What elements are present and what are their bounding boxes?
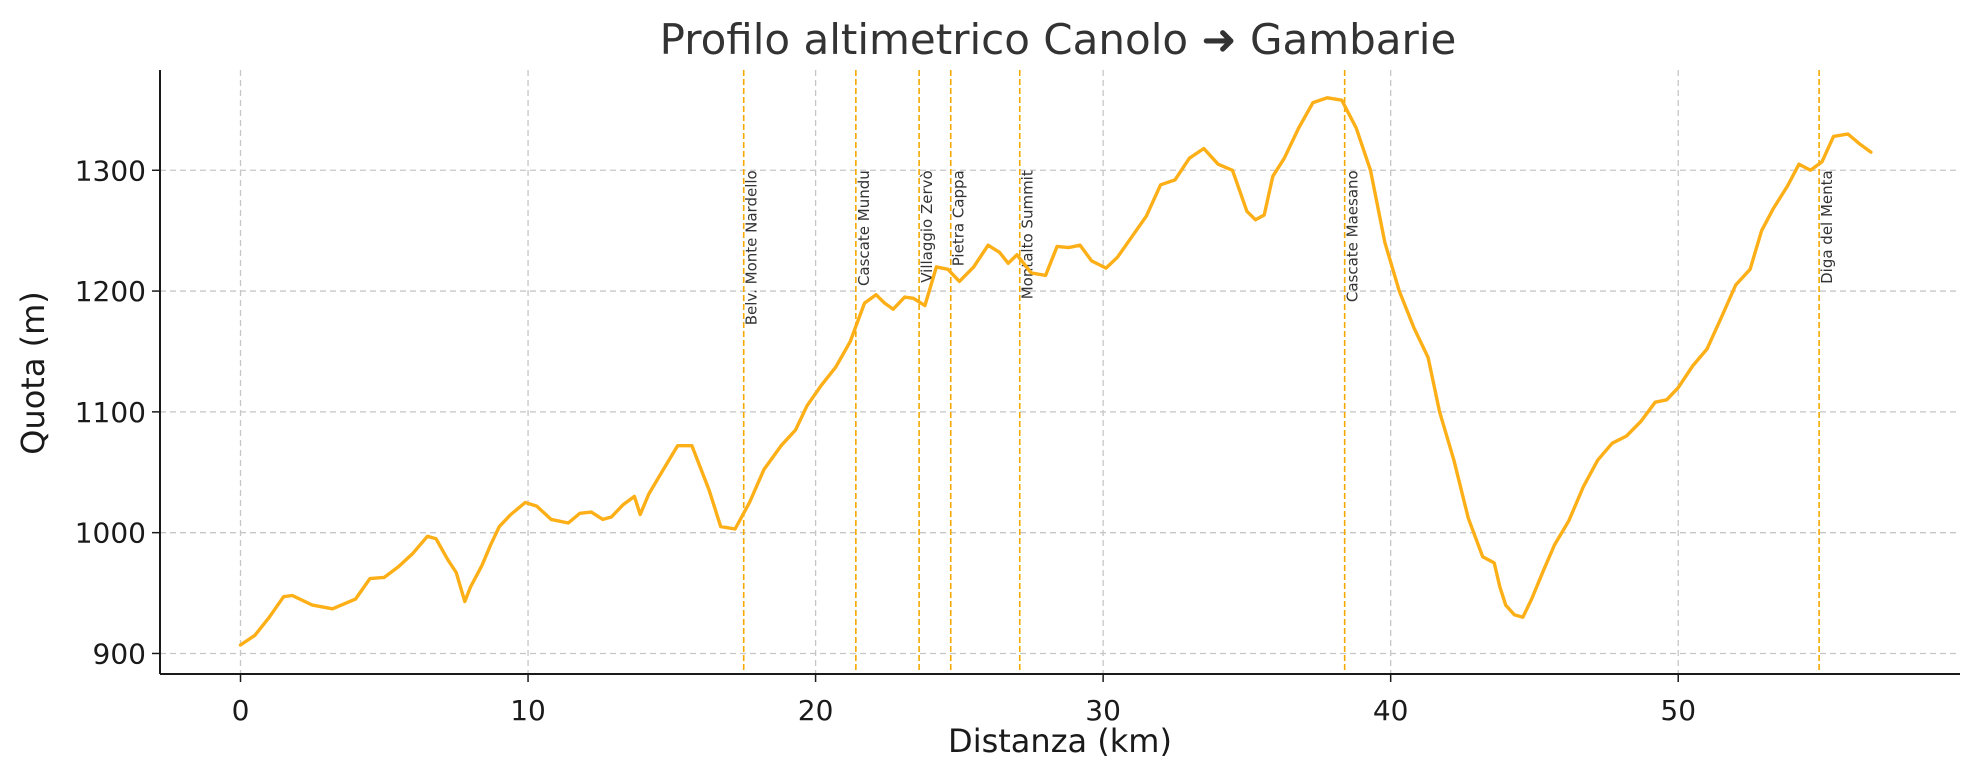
- y-tick-label: 1000: [75, 517, 146, 550]
- x-tick-label: 0: [232, 694, 250, 727]
- waypoint-label: Diga del Menta: [1818, 170, 1836, 284]
- x-tick-label: 40: [1373, 694, 1409, 727]
- tick-marks: 0 10 20 30 40 50 900 1000 1100 1200 1300: [75, 154, 1696, 727]
- y-tick-label: 1100: [75, 396, 146, 429]
- elevation-line: [238, 96, 1873, 647]
- waypoint-label: Villaggio Zervò: [918, 170, 936, 283]
- x-tick-label: 30: [1085, 694, 1121, 727]
- y-tick-label: 1200: [75, 275, 146, 308]
- y-axis-label: Quota (m): [14, 291, 52, 455]
- waypoint-label: Montalto Summit: [1019, 170, 1037, 299]
- y-tick-label: 1300: [75, 154, 146, 187]
- elevation-series: [238, 96, 1873, 647]
- waypoint-label: Cascate Maesano: [1344, 170, 1362, 302]
- waypoint-label: Belv. Monte Nardello: [743, 170, 761, 325]
- chart-title: Profilo altimetrico Canolo ➜ Gambarie: [660, 15, 1457, 64]
- waypoint-label: Pietra Cappa: [950, 170, 968, 266]
- x-axis-label: Distanza (km): [948, 722, 1172, 760]
- y-tick-label: 900: [93, 637, 146, 670]
- x-tick-label: 20: [798, 694, 834, 727]
- waypoint-label: Cascate Mundu: [855, 170, 873, 286]
- x-tick-label: 50: [1660, 694, 1696, 727]
- grid-lines: [160, 70, 1960, 674]
- waypoint-markers: Belv. Monte Nardello Cascate Mundu Villagg…: [743, 70, 1836, 674]
- x-tick-label: 10: [510, 694, 546, 727]
